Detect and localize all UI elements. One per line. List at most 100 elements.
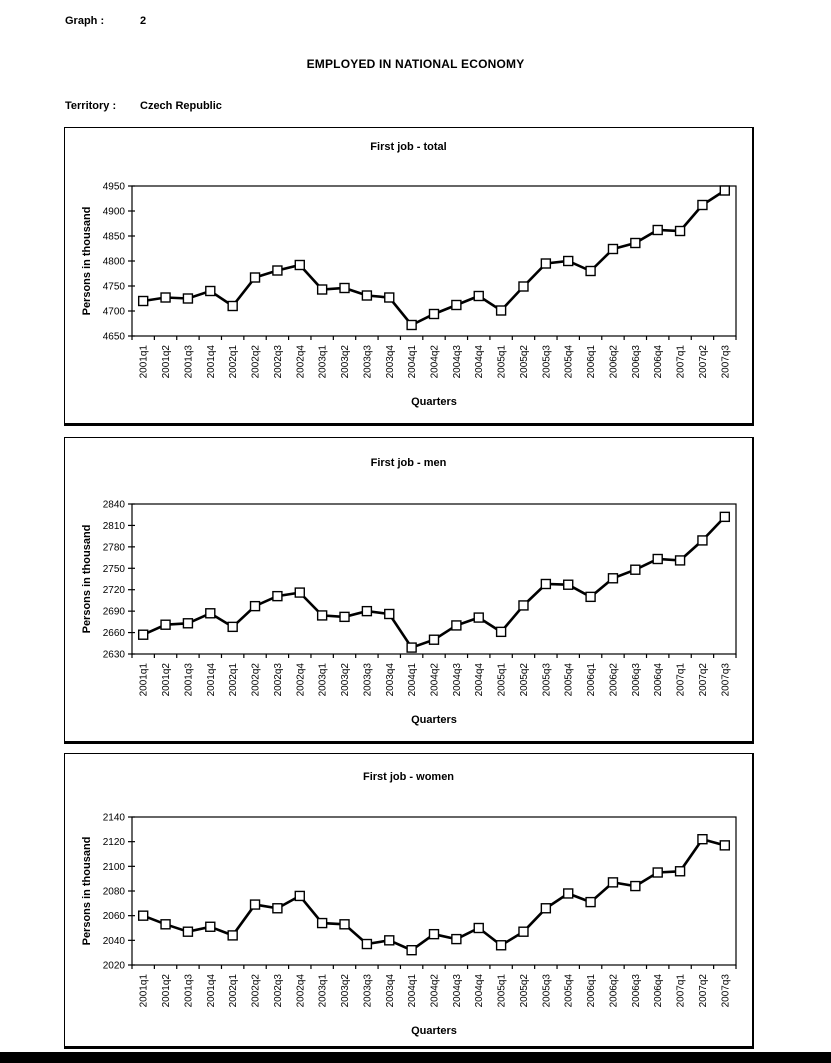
x-tick-label: 2007q3 (720, 974, 731, 1008)
x-tick-label: 2003q1 (318, 974, 329, 1008)
x-tick-label: 2006q1 (586, 345, 597, 379)
data-point-marker (384, 935, 395, 946)
x-tick-label: 2001q1 (139, 345, 150, 379)
data-point-marker (137, 910, 149, 921)
chart-box-women: First job - women Persons in thousand 20… (64, 753, 754, 1049)
data-point-marker (294, 890, 305, 902)
x-tick-label: 2006q4 (653, 974, 664, 1008)
x-tick-label: 2005q2 (519, 974, 530, 1008)
x-tick-label: 2005q3 (541, 974, 552, 1008)
x-tick-label: 2001q1 (139, 663, 150, 697)
x-tick-label: 2003q3 (362, 974, 373, 1008)
x-tick-label: 2003q1 (318, 663, 329, 697)
y-tick-label: 2630 (103, 650, 126, 661)
y-tick-label: 4950 (103, 182, 126, 193)
page-title: EMPLOYED IN NATIONAL ECONOMY (306, 57, 525, 71)
y-tick-label: 2780 (103, 542, 126, 553)
x-axis-title-total: Quarters (411, 396, 457, 408)
x-tick-label: 2004q1 (407, 663, 418, 697)
data-point-marker (563, 888, 574, 899)
data-point-marker (719, 185, 731, 196)
x-tick-label: 2004q2 (430, 663, 441, 697)
y-tick-label: 4850 (103, 232, 126, 243)
y-tick-label: 2060 (103, 911, 126, 922)
y-tick-label: 2690 (103, 607, 126, 618)
data-point-marker (294, 587, 305, 598)
x-tick-label: 2003q2 (340, 345, 351, 379)
graph-number: 2 (140, 15, 147, 27)
data-point-marker (518, 281, 529, 292)
data-point-marker (540, 578, 552, 590)
chart-box-total: First job - total Persons in thousand 46… (64, 127, 754, 426)
data-point-marker (697, 199, 708, 211)
y-tick-label: 4750 (103, 282, 126, 293)
data-point-marker (585, 896, 596, 908)
data-point-marker (585, 265, 596, 277)
x-tick-label: 2007q2 (698, 974, 709, 1008)
x-tick-label: 2004q2 (430, 974, 441, 1008)
data-point-marker (227, 930, 238, 941)
data-point-marker (652, 867, 663, 878)
x-tick-label: 2001q1 (139, 974, 150, 1008)
y-tick-label: 4700 (103, 307, 126, 318)
data-point-marker (227, 300, 238, 312)
x-tick-label: 2002q4 (295, 345, 306, 379)
x-tick-label: 2003q1 (318, 345, 329, 379)
y-tick-label: 4800 (103, 257, 126, 268)
data-point-marker (607, 573, 619, 584)
data-point-marker (473, 290, 484, 302)
x-tick-label: 2007q1 (676, 663, 687, 697)
y-tick-label: 4650 (103, 332, 126, 343)
x-tick-label: 2005q2 (519, 663, 530, 697)
data-point-marker (182, 926, 194, 937)
data-point-marker (473, 922, 484, 934)
y-tick-label: 2840 (103, 500, 126, 511)
data-point-marker (563, 579, 574, 590)
data-point-marker (384, 608, 395, 620)
y-tick-label: 2120 (103, 837, 126, 848)
x-tick-label: 2001q2 (161, 663, 172, 697)
data-point-marker (495, 940, 507, 951)
data-point-marker (339, 611, 350, 623)
x-tick-label: 2002q1 (228, 345, 239, 379)
x-tick-label: 2005q1 (497, 663, 508, 697)
data-point-marker (607, 877, 619, 888)
x-tick-label: 2007q2 (698, 345, 709, 379)
data-point-marker (406, 319, 417, 331)
data-point-marker (182, 618, 194, 629)
data-point-marker (652, 553, 663, 565)
data-point-marker (272, 590, 283, 602)
x-tick-label: 2003q4 (385, 974, 396, 1008)
x-tick-label: 2005q4 (564, 345, 575, 379)
y-tick-label: 2720 (103, 585, 126, 596)
data-point-marker (451, 299, 462, 311)
data-point-marker (294, 259, 305, 271)
data-point-marker (473, 612, 484, 623)
x-tick-label: 2005q3 (541, 345, 552, 379)
data-point-marker (316, 284, 328, 295)
x-tick-label: 2004q4 (474, 345, 485, 379)
data-point-marker (361, 290, 373, 301)
x-tick-label: 2006q4 (653, 663, 664, 697)
data-point-marker (339, 919, 350, 930)
x-tick-label: 2003q3 (362, 663, 373, 697)
x-tick-label: 2007q3 (720, 663, 731, 697)
data-point-marker (160, 619, 171, 630)
x-tick-label: 2006q3 (631, 345, 642, 379)
x-tick-label: 2005q1 (497, 345, 508, 379)
x-tick-label: 2007q2 (698, 663, 709, 697)
data-point-marker (160, 292, 171, 303)
x-tick-label: 2001q3 (183, 345, 194, 379)
data-point-marker (249, 600, 261, 612)
x-tick-label: 2005q2 (519, 345, 530, 379)
data-point-marker (406, 944, 417, 956)
x-tick-label: 2002q4 (295, 974, 306, 1008)
x-tick-label: 2001q2 (161, 345, 172, 379)
x-tick-label: 2007q3 (720, 345, 731, 379)
y-tick-label: 2020 (103, 961, 126, 972)
data-point-marker (406, 642, 417, 653)
x-tick-label: 2002q1 (228, 974, 239, 1008)
chart-title-men: First job - men (370, 457, 447, 469)
data-point-marker (428, 928, 440, 940)
data-point-marker (630, 237, 641, 249)
